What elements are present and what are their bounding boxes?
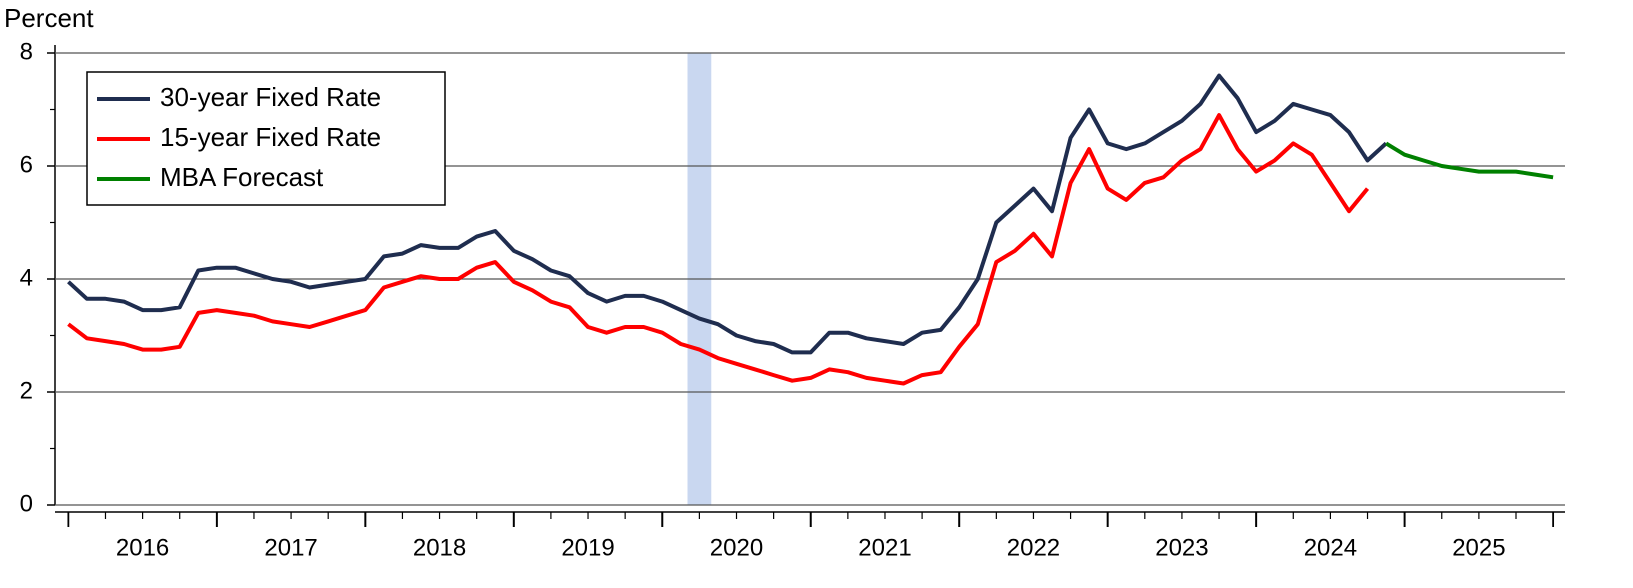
- x-tick-label: 2024: [1304, 534, 1357, 561]
- y-tick-label: 0: [20, 490, 33, 517]
- legend-label: 15-year Fixed Rate: [160, 122, 381, 152]
- y-tick-label: 2: [20, 377, 33, 404]
- series-line: [67, 113, 1370, 386]
- legend-label: MBA Forecast: [160, 162, 324, 192]
- x-tick-label: 2022: [1007, 534, 1060, 561]
- x-tick-label: 2023: [1155, 534, 1208, 561]
- y-tick-label: 6: [20, 151, 33, 178]
- y-tick-label: 8: [20, 38, 33, 65]
- x-tick-label: 2018: [413, 534, 466, 561]
- x-tick-label: 2019: [561, 534, 614, 561]
- x-tick-label: 2016: [116, 534, 169, 561]
- series-line: [67, 73, 1388, 355]
- x-tick-label: 2021: [858, 534, 911, 561]
- x-tick-label: 2017: [264, 534, 317, 561]
- y-axis-label: Percent: [4, 3, 94, 33]
- x-tick-label: 2025: [1452, 534, 1505, 561]
- y-tick-label: 4: [20, 264, 33, 291]
- series-line: [1385, 141, 1554, 180]
- x-tick-label: 2020: [710, 534, 763, 561]
- legend-label: 30-year Fixed Rate: [160, 82, 381, 112]
